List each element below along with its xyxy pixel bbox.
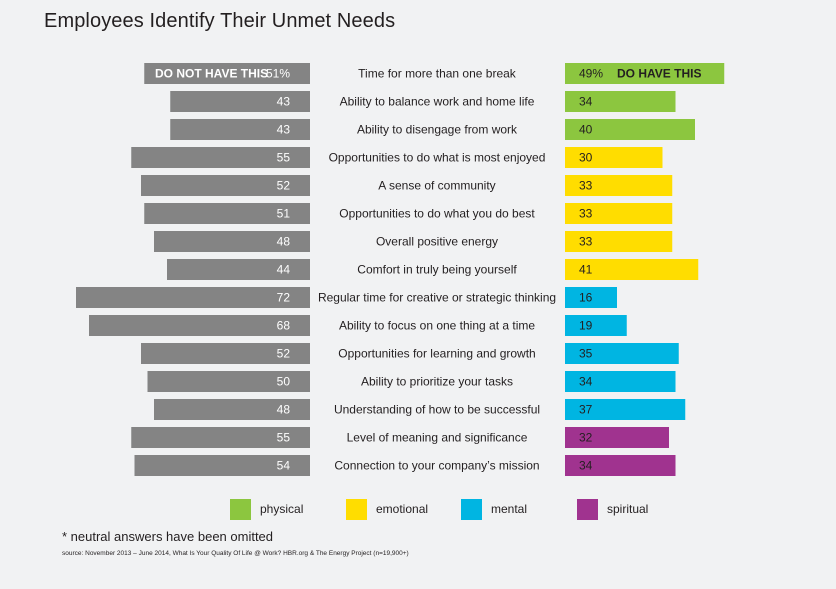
bar-do-have (565, 315, 627, 336)
value-label-do-not-have: 48 (277, 235, 291, 249)
value-label-do-have: 35 (579, 347, 593, 361)
bar-do-have (565, 371, 676, 392)
bar-do-not-have (144, 203, 310, 224)
category-label: Time for more than one break (358, 67, 517, 81)
category-label: Ability to focus on one thing at a time (339, 319, 535, 333)
category-label: Ability to disengage from work (357, 123, 518, 137)
category-label: Ability to balance work and home life (340, 95, 535, 109)
bar-do-not-have (167, 259, 310, 280)
bar-do-not-have (134, 455, 310, 476)
bar-do-have (565, 287, 617, 308)
bar-do-not-have (154, 231, 310, 252)
value-label-do-not-have: 43 (277, 95, 291, 109)
value-label-do-not-have: 44 (277, 263, 291, 277)
value-label-do-not-have: 48 (277, 403, 291, 417)
bar-do-have (565, 147, 663, 168)
value-label-do-not-have: 51 (277, 207, 291, 221)
value-label-do-have: 30 (579, 151, 593, 165)
legend-tag-do-have: DO HAVE THIS (617, 67, 701, 81)
chart-title: Employees Identify Their Unmet Needs (44, 10, 396, 32)
bar-do-not-have (147, 371, 310, 392)
bar-do-have (565, 91, 676, 112)
category-label: A sense of community (378, 179, 495, 193)
value-label-do-have: 37 (579, 403, 593, 417)
category-label: Overall positive energy (376, 235, 498, 249)
bar-do-not-have (141, 175, 310, 196)
value-label-do-not-have: 50 (277, 375, 291, 389)
value-label-do-not-have: 55 (277, 431, 291, 445)
value-label-do-have: 33 (579, 179, 593, 193)
legend-label-physical: physical (260, 502, 303, 516)
value-label-do-have: 41 (579, 263, 593, 277)
bar-do-not-have (141, 343, 310, 364)
category-label: Opportunities for learning and growth (338, 347, 535, 361)
bar-do-not-have (154, 399, 310, 420)
bar-do-not-have (89, 315, 310, 336)
value-label-do-not-have: 55 (277, 151, 291, 165)
legend-swatch-spiritual (577, 499, 598, 520)
value-label-do-not-have: 52 (277, 347, 291, 361)
footnote: * neutral answers have been omitted (62, 529, 274, 544)
value-label-do-have: 33 (579, 207, 593, 221)
bar-do-not-have (170, 119, 310, 140)
value-label-do-have: 19 (579, 319, 593, 333)
value-label-do-have: 32 (579, 431, 593, 445)
bar-do-not-have (76, 287, 310, 308)
value-label-do-have: 40 (579, 123, 593, 137)
value-label-do-not-have: 68 (277, 319, 291, 333)
legend-label-mental: mental (491, 502, 527, 516)
legend-swatch-physical (230, 499, 251, 520)
bar-do-not-have (144, 63, 310, 84)
bar-do-have (565, 455, 676, 476)
value-label-do-have: 16 (579, 291, 593, 305)
legend-swatch-emotional (346, 499, 367, 520)
source-note: source: November 2013 – June 2014, What … (62, 550, 409, 557)
bar-do-have (565, 343, 679, 364)
category-label: Connection to your company’s mission (334, 459, 539, 473)
value-label-do-have: 34 (579, 95, 593, 109)
value-label-do-not-have: 54 (277, 459, 291, 473)
category-label: Level of meaning and significance (347, 431, 528, 445)
legend-swatch-mental (461, 499, 482, 520)
category-label: Opportunities to do what is most enjoyed (329, 151, 546, 165)
bar-do-have (565, 427, 669, 448)
legend-label-emotional: emotional (376, 502, 428, 516)
bar-do-not-have (131, 147, 310, 168)
legend-tag-do-not-have: DO NOT HAVE THIS (155, 67, 268, 81)
category-label: Ability to prioritize your tasks (361, 375, 513, 389)
category-label: Comfort in truly being yourself (357, 263, 517, 277)
value-label-do-have: 34 (579, 459, 593, 473)
value-label-do-have: 49% (579, 67, 603, 81)
bar-do-have (565, 203, 673, 224)
value-label-do-have: 33 (579, 235, 593, 249)
bar-do-not-have (131, 427, 310, 448)
bar-do-have (565, 175, 673, 196)
bar-do-have (565, 259, 699, 280)
value-label-do-have: 34 (579, 375, 593, 389)
category-label: Opportunities to do what you do best (339, 207, 535, 221)
legend-label-spiritual: spiritual (607, 502, 648, 516)
bar-do-have (565, 231, 673, 252)
value-label-do-not-have: 51% (266, 67, 290, 81)
category-label: Understanding of how to be successful (334, 403, 540, 417)
bar-do-have (565, 119, 695, 140)
bar-do-have (565, 63, 725, 84)
category-label: Regular time for creative or strategic t… (318, 291, 556, 305)
value-label-do-not-have: 72 (277, 291, 291, 305)
bar-do-have (565, 399, 686, 420)
value-label-do-not-have: 43 (277, 123, 291, 137)
bar-do-not-have (170, 91, 310, 112)
value-label-do-not-have: 52 (277, 179, 291, 193)
